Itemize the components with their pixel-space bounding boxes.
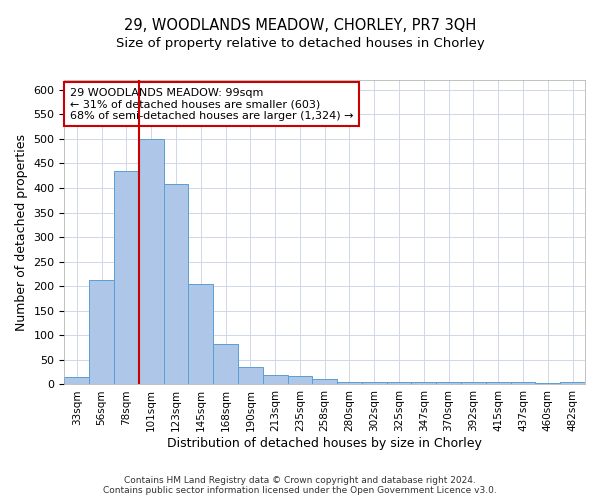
Bar [412,382,436,384]
Bar [560,382,585,384]
Bar [188,284,213,384]
X-axis label: Distribution of detached houses by size in Chorley: Distribution of detached houses by size … [167,437,482,450]
Text: 29 WOODLANDS MEADOW: 99sqm
← 31% of detached houses are smaller (603)
68% of sem: 29 WOODLANDS MEADOW: 99sqm ← 31% of deta… [70,88,353,121]
Bar [486,382,511,384]
Bar [164,184,188,384]
Bar [511,382,535,384]
Bar [263,375,287,384]
Bar [89,280,114,384]
Bar [461,382,486,384]
Bar [139,139,164,384]
Bar [436,382,461,384]
Text: 29, WOODLANDS MEADOW, CHORLEY, PR7 3QH: 29, WOODLANDS MEADOW, CHORLEY, PR7 3QH [124,18,476,32]
Bar [213,344,238,384]
Bar [362,382,386,384]
Bar [114,171,139,384]
Bar [287,376,313,384]
Y-axis label: Number of detached properties: Number of detached properties [15,134,28,330]
Bar [64,377,89,384]
Text: Size of property relative to detached houses in Chorley: Size of property relative to detached ho… [116,38,484,51]
Bar [386,382,412,384]
Bar [313,379,337,384]
Text: Contains HM Land Registry data © Crown copyright and database right 2024.
Contai: Contains HM Land Registry data © Crown c… [103,476,497,495]
Bar [337,382,362,384]
Bar [238,367,263,384]
